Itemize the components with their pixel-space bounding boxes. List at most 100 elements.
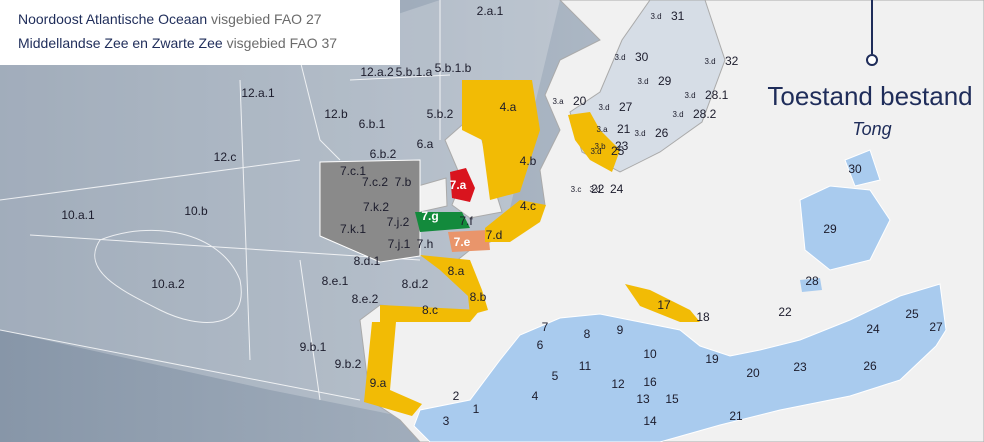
legend-area: Middellandse Zee en Zwarte Zee <box>18 35 223 51</box>
baltic-prefix: 3.c <box>571 185 582 194</box>
area-label: 9.b.2 <box>335 357 362 371</box>
baltic-label: 31 <box>671 9 685 23</box>
med-label: 12 <box>611 377 625 391</box>
med-label: 19 <box>705 352 719 366</box>
area-label: 8.e.1 <box>322 274 349 288</box>
area-label: 5.b.2 <box>427 107 454 121</box>
baltic-label: 28.1 <box>705 88 729 102</box>
area-orange <box>448 230 490 252</box>
area-label: 4.b <box>520 154 537 168</box>
area-label: 6.b.2 <box>370 147 397 161</box>
med-label: 18 <box>696 310 710 324</box>
baltic-label: 29 <box>658 74 672 88</box>
med-label: 8 <box>584 327 591 341</box>
area-label: 12.a.1 <box>241 86 275 100</box>
area-label: 7.a <box>450 178 467 192</box>
area-label: 7.j.1 <box>388 237 411 251</box>
legend-box <box>0 0 400 65</box>
baltic-label: 32 <box>725 54 739 68</box>
area-label: 12.b <box>324 107 348 121</box>
area-label: 7.f <box>459 214 473 228</box>
baltic-label: 26 <box>655 126 669 140</box>
med-label: 2 <box>453 389 460 403</box>
baltic-label: 22 <box>591 182 605 196</box>
area-red <box>450 168 475 202</box>
baltic-prefix: 3.d <box>704 57 715 66</box>
baltic-prefix: 3.d <box>590 147 601 156</box>
baltic-prefix: 3.d <box>614 53 625 62</box>
subtitle: Tong <box>852 119 891 139</box>
area-label: 6.b.1 <box>359 117 386 131</box>
med-label: 1 <box>473 402 480 416</box>
med-label: 27 <box>929 320 943 334</box>
title: Toestand bestand <box>767 81 972 111</box>
mediterranean-sea <box>413 283 947 442</box>
baltic-prefix: 3.d <box>589 185 600 194</box>
area-label: 10.b <box>184 204 208 218</box>
med-label: 21 <box>729 409 743 423</box>
area-label: 7.c.1 <box>340 164 366 178</box>
area-label: 9.a <box>370 376 387 390</box>
med-label: 9 <box>617 323 624 337</box>
baltic-label: 21 <box>617 122 631 136</box>
area-label: 4.c <box>520 199 536 213</box>
baltic-label: 30 <box>635 50 649 64</box>
area-label: 8.b <box>470 290 487 304</box>
area-label: 5.b.1.b <box>435 61 472 75</box>
legend-line: Noordoost Atlantische Oceaan visgebied F… <box>18 11 322 27</box>
med-label: 14 <box>643 414 657 428</box>
area-label: 10.a.1 <box>61 208 95 222</box>
med-label: 24 <box>866 322 880 336</box>
med-label: 6 <box>537 338 544 352</box>
area-green <box>415 212 470 232</box>
baltic-prefix: 3.d <box>634 129 645 138</box>
baltic-prefix: 3.a <box>552 97 564 106</box>
area-label: 7.c.2 <box>362 175 388 189</box>
med-label: 3 <box>443 414 450 428</box>
baltic-prefix: 3.b <box>594 142 606 151</box>
area-label: 7.b <box>395 175 412 189</box>
area-label: 12.a.2 <box>360 65 394 79</box>
area-label: 8.c <box>422 303 438 317</box>
med-label: 25 <box>905 307 919 321</box>
area-gray <box>319 159 421 263</box>
med-label: 17 <box>657 298 671 312</box>
area-label: 10.a.2 <box>151 277 185 291</box>
med-label: 7 <box>542 320 549 334</box>
baltic-label: 27 <box>619 100 633 114</box>
med-label: 28 <box>805 274 819 288</box>
area-label: 8.d.1 <box>354 254 381 268</box>
area-label: 6.a <box>417 137 434 151</box>
med-label: 29 <box>823 222 837 236</box>
zone-lines <box>0 0 451 401</box>
area-label: 7.e <box>454 235 471 249</box>
title-dot <box>866 54 878 66</box>
area-label: 7.g <box>421 209 438 223</box>
med-label: 16 <box>643 375 657 389</box>
med-label: 26 <box>863 359 877 373</box>
med-label: 20 <box>746 366 760 380</box>
area-label: 2.a.1 <box>477 4 504 18</box>
area-label: 7.k.1 <box>340 222 366 236</box>
baltic-label: 23 <box>615 139 629 153</box>
med-label: 13 <box>636 392 650 406</box>
med-label: 30 <box>848 162 862 176</box>
med-label: 5 <box>552 369 559 383</box>
area-label: 4.a <box>500 100 517 114</box>
labels: 2.a.1 12.a.2 5.b.1.a 5.b.1.b 12.a.1 12.b 6.b.1… <box>61 4 943 428</box>
baltic-prefix: 3.d <box>598 103 609 112</box>
area-label: 7.d <box>486 228 503 242</box>
legend-area: Noordoost Atlantische Oceaan <box>18 11 207 27</box>
baltic-prefix: 3.d <box>650 12 661 21</box>
marmara-sea <box>800 278 822 292</box>
med-label: 10 <box>643 347 657 361</box>
black-sea <box>799 185 891 271</box>
baltic-label: 24 <box>610 182 624 196</box>
area-label: 7.k.2 <box>363 200 389 214</box>
med-label: 15 <box>665 392 679 406</box>
baltic-label: 28.2 <box>693 107 717 121</box>
area-label: 7.h <box>417 237 434 251</box>
area-label: 7.j.2 <box>387 215 410 229</box>
baltic-prefix: 3.a <box>596 125 608 134</box>
